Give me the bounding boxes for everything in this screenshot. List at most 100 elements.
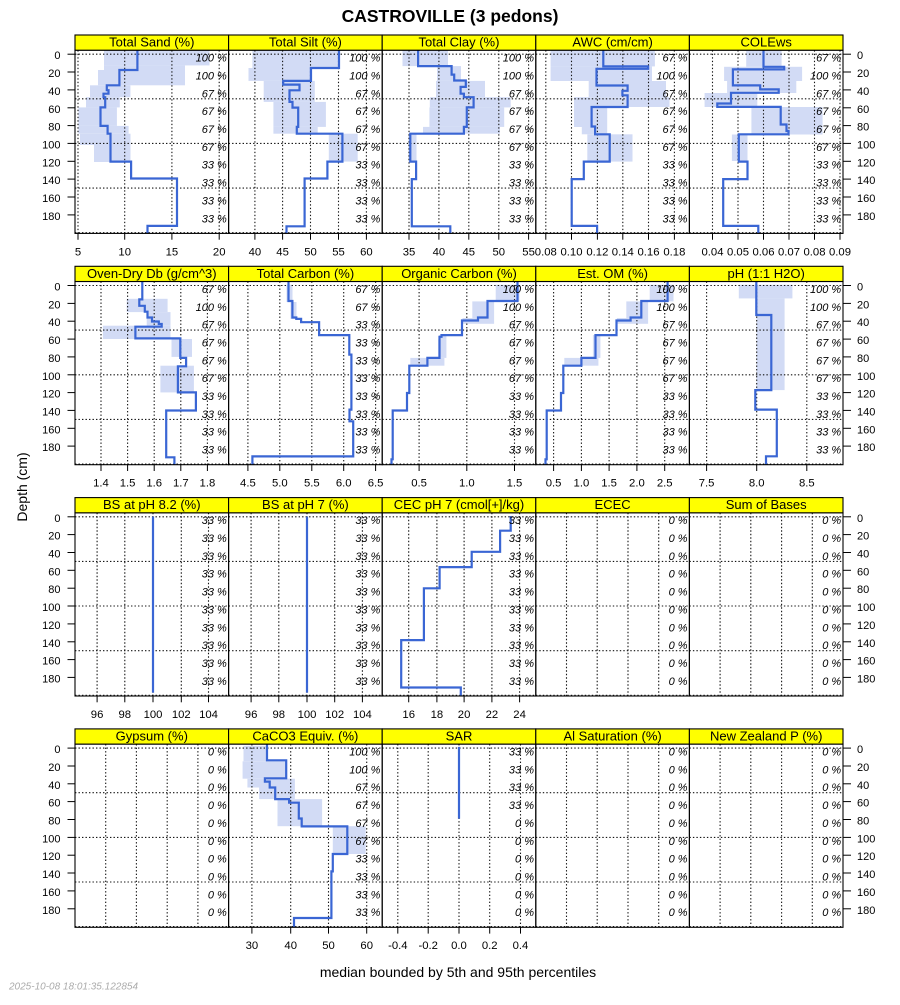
svg-text:0 %: 0 %: [822, 907, 841, 919]
svg-text:33 %: 33 %: [202, 213, 227, 225]
svg-text:33 %: 33 %: [202, 569, 227, 581]
svg-text:Total Silt (%): Total Silt (%): [269, 35, 342, 50]
svg-text:33 %: 33 %: [355, 854, 380, 866]
svg-text:33 %: 33 %: [509, 676, 534, 688]
svg-text:140: 140: [42, 406, 60, 418]
svg-text:33 %: 33 %: [355, 533, 380, 545]
svg-text:0 %: 0 %: [515, 907, 534, 919]
svg-text:0 %: 0 %: [822, 764, 841, 776]
svg-text:20: 20: [48, 68, 60, 80]
svg-text:33 %: 33 %: [355, 640, 380, 652]
svg-text:100 %: 100 %: [810, 284, 841, 296]
svg-text:67 %: 67 %: [202, 320, 227, 332]
svg-text:Est. OM (%): Est. OM (%): [577, 266, 648, 281]
svg-text:0 %: 0 %: [669, 676, 688, 688]
svg-text:0 %: 0 %: [208, 782, 227, 794]
svg-text:160: 160: [857, 656, 875, 668]
svg-text:0 %: 0 %: [669, 622, 688, 634]
svg-text:ECEC: ECEC: [595, 497, 631, 512]
svg-text:33 %: 33 %: [355, 587, 380, 599]
svg-text:33 %: 33 %: [355, 391, 380, 403]
svg-text:6.5: 6.5: [368, 478, 384, 490]
svg-text:33 %: 33 %: [355, 213, 380, 225]
svg-text:80: 80: [857, 122, 869, 134]
svg-text:0 %: 0 %: [669, 533, 688, 545]
svg-text:0: 0: [54, 50, 60, 62]
svg-text:67 %: 67 %: [202, 284, 227, 296]
svg-text:33 %: 33 %: [355, 569, 380, 581]
svg-text:40: 40: [857, 780, 869, 792]
svg-text:0 %: 0 %: [208, 889, 227, 901]
svg-text:33 %: 33 %: [202, 676, 227, 688]
svg-text:0 %: 0 %: [822, 515, 841, 527]
svg-text:20: 20: [857, 299, 869, 311]
svg-text:96: 96: [245, 709, 258, 721]
svg-text:100 %: 100 %: [349, 747, 380, 759]
svg-text:0 %: 0 %: [822, 836, 841, 848]
svg-text:55: 55: [522, 246, 535, 258]
svg-text:67 %: 67 %: [663, 106, 688, 118]
svg-text:50: 50: [304, 246, 317, 258]
svg-text:33 %: 33 %: [509, 800, 534, 812]
svg-text:24: 24: [513, 709, 526, 721]
svg-text:33 %: 33 %: [202, 587, 227, 599]
svg-text:33 %: 33 %: [509, 213, 534, 225]
svg-text:33 %: 33 %: [663, 427, 688, 439]
svg-text:100: 100: [42, 833, 60, 845]
svg-text:33 %: 33 %: [509, 391, 534, 403]
svg-text:0 %: 0 %: [822, 640, 841, 652]
svg-text:67 %: 67 %: [202, 88, 227, 100]
svg-text:33 %: 33 %: [663, 409, 688, 421]
svg-text:55: 55: [332, 246, 345, 258]
svg-text:33 %: 33 %: [355, 676, 380, 688]
svg-text:Total Sand (%): Total Sand (%): [109, 35, 194, 50]
svg-text:0.16: 0.16: [638, 246, 660, 258]
svg-text:33 %: 33 %: [509, 409, 534, 421]
svg-text:0 %: 0 %: [208, 836, 227, 848]
svg-text:Al Saturation (%): Al Saturation (%): [563, 729, 661, 744]
svg-text:67 %: 67 %: [355, 106, 380, 118]
svg-text:33 %: 33 %: [202, 178, 227, 190]
svg-text:100 %: 100 %: [196, 302, 227, 314]
svg-text:0.04: 0.04: [702, 246, 724, 258]
svg-text:40: 40: [48, 317, 60, 329]
svg-text:80: 80: [48, 353, 60, 365]
svg-text:0 %: 0 %: [822, 622, 841, 634]
svg-text:33 %: 33 %: [509, 195, 534, 207]
svg-text:0 %: 0 %: [669, 640, 688, 652]
svg-text:0 %: 0 %: [822, 587, 841, 599]
svg-text:60: 60: [48, 104, 60, 116]
svg-text:33 %: 33 %: [509, 587, 534, 599]
svg-text:100 %: 100 %: [656, 302, 687, 314]
svg-text:0 %: 0 %: [822, 658, 841, 670]
svg-text:20: 20: [48, 299, 60, 311]
svg-text:100: 100: [857, 139, 875, 151]
svg-text:67 %: 67 %: [816, 88, 841, 100]
svg-text:120: 120: [42, 851, 60, 863]
svg-text:160: 160: [42, 193, 60, 205]
svg-text:67 %: 67 %: [816, 373, 841, 385]
svg-text:7.5: 7.5: [699, 478, 715, 490]
svg-text:0 %: 0 %: [822, 747, 841, 759]
svg-text:33 %: 33 %: [355, 515, 380, 527]
svg-text:67 %: 67 %: [816, 106, 841, 118]
svg-text:20: 20: [213, 246, 226, 258]
svg-text:33 %: 33 %: [355, 907, 380, 919]
svg-text:80: 80: [857, 584, 869, 596]
svg-text:33 %: 33 %: [202, 160, 227, 172]
svg-text:1.7: 1.7: [173, 478, 189, 490]
svg-text:0 %: 0 %: [822, 889, 841, 901]
svg-text:33 %: 33 %: [202, 533, 227, 545]
svg-text:40: 40: [857, 549, 869, 561]
svg-text:0 %: 0 %: [669, 907, 688, 919]
svg-text:67 %: 67 %: [509, 337, 534, 349]
svg-text:33 %: 33 %: [663, 391, 688, 403]
svg-text:33 %: 33 %: [509, 782, 534, 794]
svg-text:0.4: 0.4: [513, 940, 529, 952]
svg-text:0 %: 0 %: [669, 569, 688, 581]
svg-text:104: 104: [199, 709, 218, 721]
svg-text:80: 80: [48, 122, 60, 134]
svg-text:33 %: 33 %: [202, 445, 227, 457]
svg-text:8.0: 8.0: [749, 478, 765, 490]
svg-text:0 %: 0 %: [208, 854, 227, 866]
